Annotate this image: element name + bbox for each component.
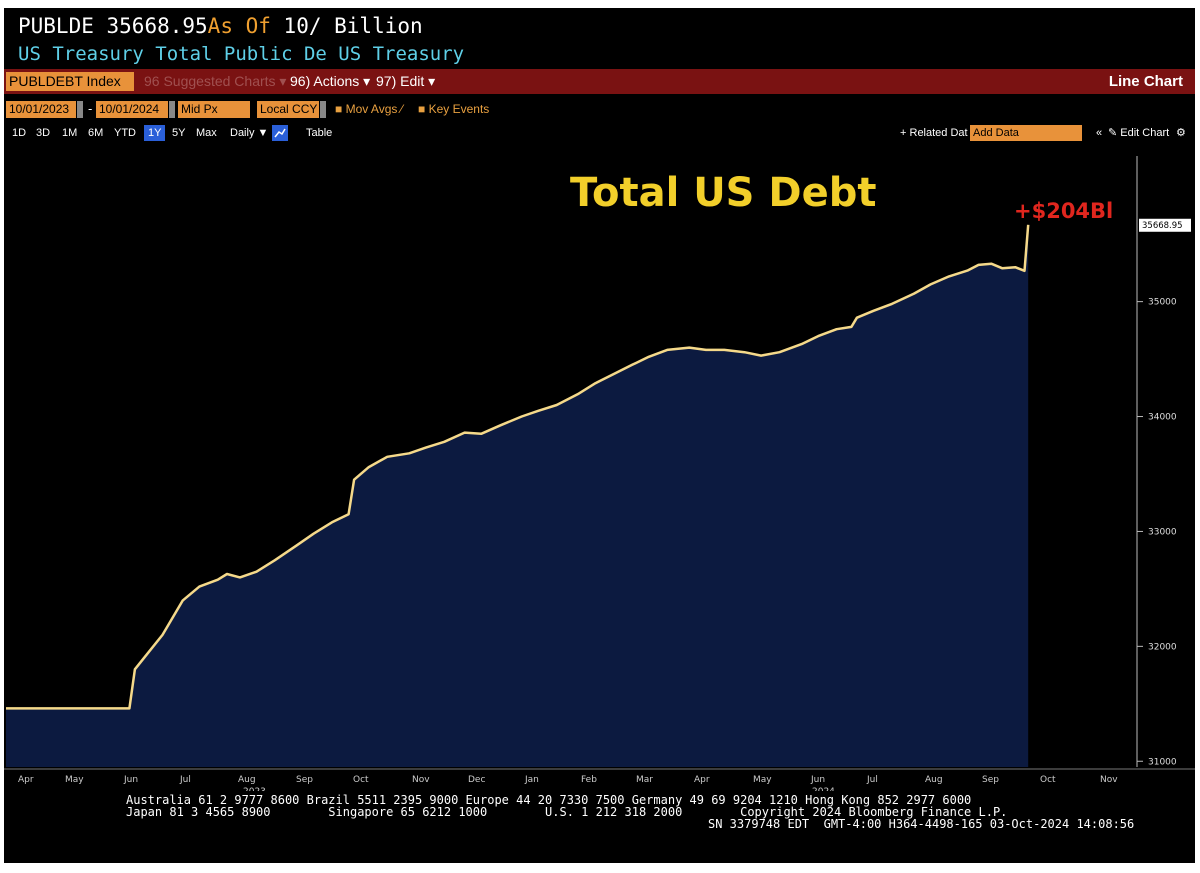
command-bar: PUBLDEBT Index 96 Suggested Charts ▾ 96)…	[4, 69, 1195, 94]
change-annotation: +$204Bl	[1014, 199, 1113, 223]
x-year-label-2024: 2024	[812, 787, 835, 791]
chart-area[interactable]: 31000 32000 33000 34000 35000 35668.95 Apr May J…	[4, 146, 1195, 797]
as-of-date: 10/	[283, 14, 322, 38]
menu-number-icon: 96	[144, 73, 160, 89]
footer: Australia 61 2 9777 8600 Brazil 5511 239…	[4, 793, 1195, 863]
x-month-label-17: Sep	[982, 775, 999, 785]
price-field[interactable]: Mid Px	[178, 101, 250, 118]
start-date-field[interactable]: 10/01/2023	[6, 101, 76, 118]
range-button-5y[interactable]: 5Y	[172, 127, 186, 139]
edit-chart-button[interactable]: ✎ Edit Chart	[1108, 127, 1170, 139]
x-month-label-10: Feb	[581, 775, 597, 785]
y-tick-label-33000: 33000	[1148, 527, 1177, 537]
gear-icon[interactable]: ⚙	[1176, 126, 1186, 139]
frequency-dropdown[interactable]: Daily ▼	[230, 127, 269, 139]
range-button-1d[interactable]: 1D	[12, 127, 27, 139]
x-month-label-7: Nov	[412, 775, 430, 785]
ticker: PUBLDE	[18, 14, 94, 38]
y-tick-label-32000: 32000	[1148, 642, 1177, 652]
chart-icon[interactable]	[272, 125, 288, 141]
suggested-charts-button[interactable]: 96 Suggested Charts ▾	[144, 73, 287, 89]
ticker-line: PUBLDE 35668.95As Of 10/ Billion	[18, 14, 423, 38]
end-date-field[interactable]: 10/01/2024	[96, 101, 168, 118]
pencil-icon: ✎	[1108, 127, 1118, 139]
x-month-label-9: Jan	[524, 775, 539, 785]
x-month-label-5: Sep	[296, 775, 313, 785]
x-month-label-2: Jun	[123, 775, 138, 785]
x-month-label-13: May	[753, 775, 772, 785]
line-chart[interactable]: 31000 32000 33000 34000 35000 35668.95 Apr May J…	[4, 146, 1195, 797]
security-description: US Treasury Total Public De US Treasury	[18, 43, 465, 65]
footer-session: SN 3379748 EDT GMT-4:00 H364-4498-165 03…	[708, 817, 1135, 831]
calendar-icon[interactable]	[169, 101, 175, 118]
x-month-label-8: Dec	[468, 775, 485, 785]
collapse-icon[interactable]: «	[1096, 127, 1103, 139]
related-data-button[interactable]: + Related Dat	[900, 127, 968, 139]
last-value: 35668.95	[106, 14, 208, 38]
x-year-label-2023: 2023	[243, 787, 266, 791]
chart-title: Total US Debt	[570, 170, 877, 216]
key-events-button[interactable]: ■ Key Events	[418, 102, 490, 116]
terminal-window: PUBLDE 35668.95As Of 10/ Billion US Trea…	[4, 8, 1195, 863]
x-month-label-3: Jul	[179, 775, 191, 785]
range-button-3d[interactable]: 3D	[36, 127, 51, 139]
debt-series-line	[6, 224, 1030, 710]
menu-number-icon: 96)	[290, 73, 311, 89]
security-header: PUBLDE 35668.95As Of 10/ Billion US Trea…	[4, 8, 1195, 66]
x-month-label-11: Mar	[636, 775, 653, 785]
calendar-icon[interactable]	[77, 101, 83, 118]
y-tick-label-31000: 31000	[1148, 757, 1177, 767]
add-data-field[interactable]: Add Data	[970, 125, 1082, 141]
unit-label: Billion	[334, 14, 423, 38]
x-month-label-18: Oct	[1040, 775, 1056, 785]
x-month-label-0: Apr	[18, 775, 34, 785]
footer-contacts-2: Japan 81 3 4565 8900 Singapore 65 6212 1…	[126, 805, 1008, 819]
range-button-ytd[interactable]: YTD	[114, 127, 136, 139]
x-month-label-4: Aug	[238, 775, 256, 785]
x-month-label-15: Jul	[866, 775, 878, 785]
x-month-label-19: Nov	[1100, 775, 1118, 785]
x-month-label-1: May	[65, 775, 84, 785]
x-month-label-16: Aug	[925, 775, 943, 785]
y-tick-label-34000: 34000	[1148, 413, 1177, 423]
x-month-label-12: Apr	[694, 775, 710, 785]
currency-field[interactable]: Local CCY	[257, 101, 319, 118]
time-range-bar: 1D 3D 1M 6M YTD 1Y 5Y Max Daily ▼ Table + Relat…	[4, 123, 1195, 143]
range-button-6m[interactable]: 6M	[88, 127, 104, 139]
security-field[interactable]: PUBLDEBT Index	[6, 72, 134, 91]
x-month-label-6: Oct	[353, 775, 369, 785]
last-value-box	[1139, 218, 1191, 232]
dropdown-icon[interactable]	[320, 101, 326, 118]
actions-menu[interactable]: 96) Actions ▾	[290, 73, 371, 89]
table-button[interactable]: Table	[306, 127, 333, 139]
menu-number-icon: 97)	[376, 73, 397, 89]
x-month-label-14: Jun	[810, 775, 825, 785]
range-button-max[interactable]: Max	[196, 127, 217, 139]
mov-avgs-button[interactable]: ■ Mov Avgs ⁄	[335, 102, 403, 116]
range-dash: -	[88, 102, 93, 116]
y-tick-label-35000: 35000	[1148, 298, 1177, 308]
edit-menu[interactable]: 97) Edit ▾	[376, 73, 436, 89]
footer-contacts-1: Australia 61 2 9777 8600 Brazil 5511 239…	[126, 793, 972, 807]
as-of-label: As Of	[207, 14, 271, 38]
debt-area-fill	[6, 224, 1029, 768]
last-value-label: 35668.95	[1142, 221, 1183, 231]
range-button-1y[interactable]: 1Y	[144, 125, 166, 141]
date-range-bar: 10/01/2023 - 10/01/2024 Mid Px Local CCY…	[4, 99, 1195, 121]
range-button-1m[interactable]: 1M	[62, 127, 78, 139]
chart-type-label[interactable]: Line Chart	[1108, 73, 1183, 90]
plus-icon: +	[900, 127, 907, 139]
